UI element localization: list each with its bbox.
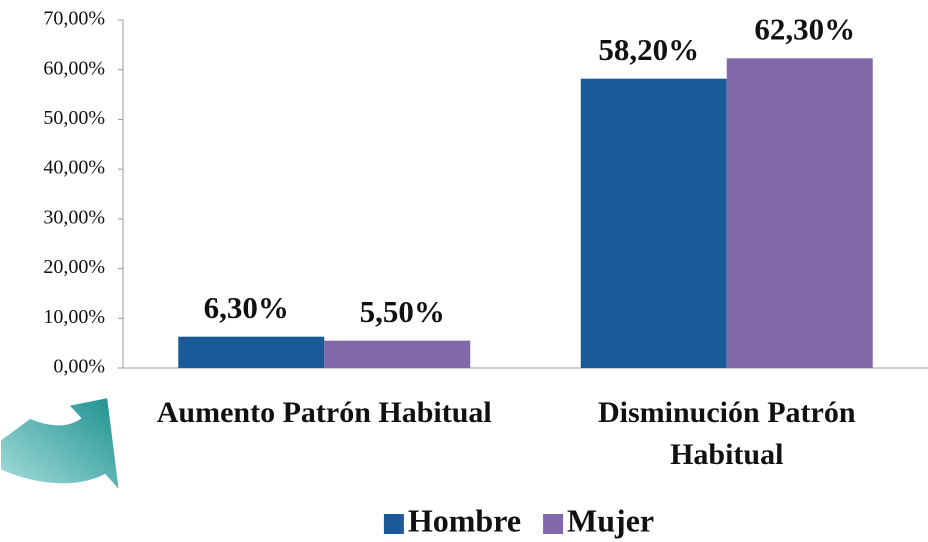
y-tick-label: 20,00%: [43, 256, 105, 278]
value-label: 5,50%: [360, 294, 445, 329]
x-tick-label: Disminución Patrón Habitual: [597, 396, 856, 471]
x-tick-label: Aumento Patrón Habitual: [156, 396, 492, 429]
bar: [726, 58, 873, 368]
value-label: 62,30%: [754, 11, 855, 46]
value-label: 58,20%: [598, 32, 699, 67]
y-tick-label: 0,00%: [53, 356, 105, 378]
y-tick-label: 50,00%: [43, 107, 105, 129]
y-tick-label: 60,00%: [43, 57, 105, 79]
y-tick-label: 10,00%: [43, 306, 105, 328]
legend-label: Mujer: [567, 502, 654, 538]
y-tick-label: 30,00%: [43, 206, 105, 228]
bar: [580, 78, 727, 369]
y-tick-label: 40,00%: [43, 157, 105, 179]
value-label: 6,30%: [204, 290, 289, 325]
bar: [178, 336, 325, 368]
bar: [324, 340, 471, 368]
arrow-decoration: [0, 395, 122, 496]
legend-swatch: [383, 514, 404, 534]
y-tick-label: 70,00%: [43, 8, 105, 30]
legend-swatch: [543, 514, 564, 534]
legend-label: Hombre: [408, 502, 521, 538]
